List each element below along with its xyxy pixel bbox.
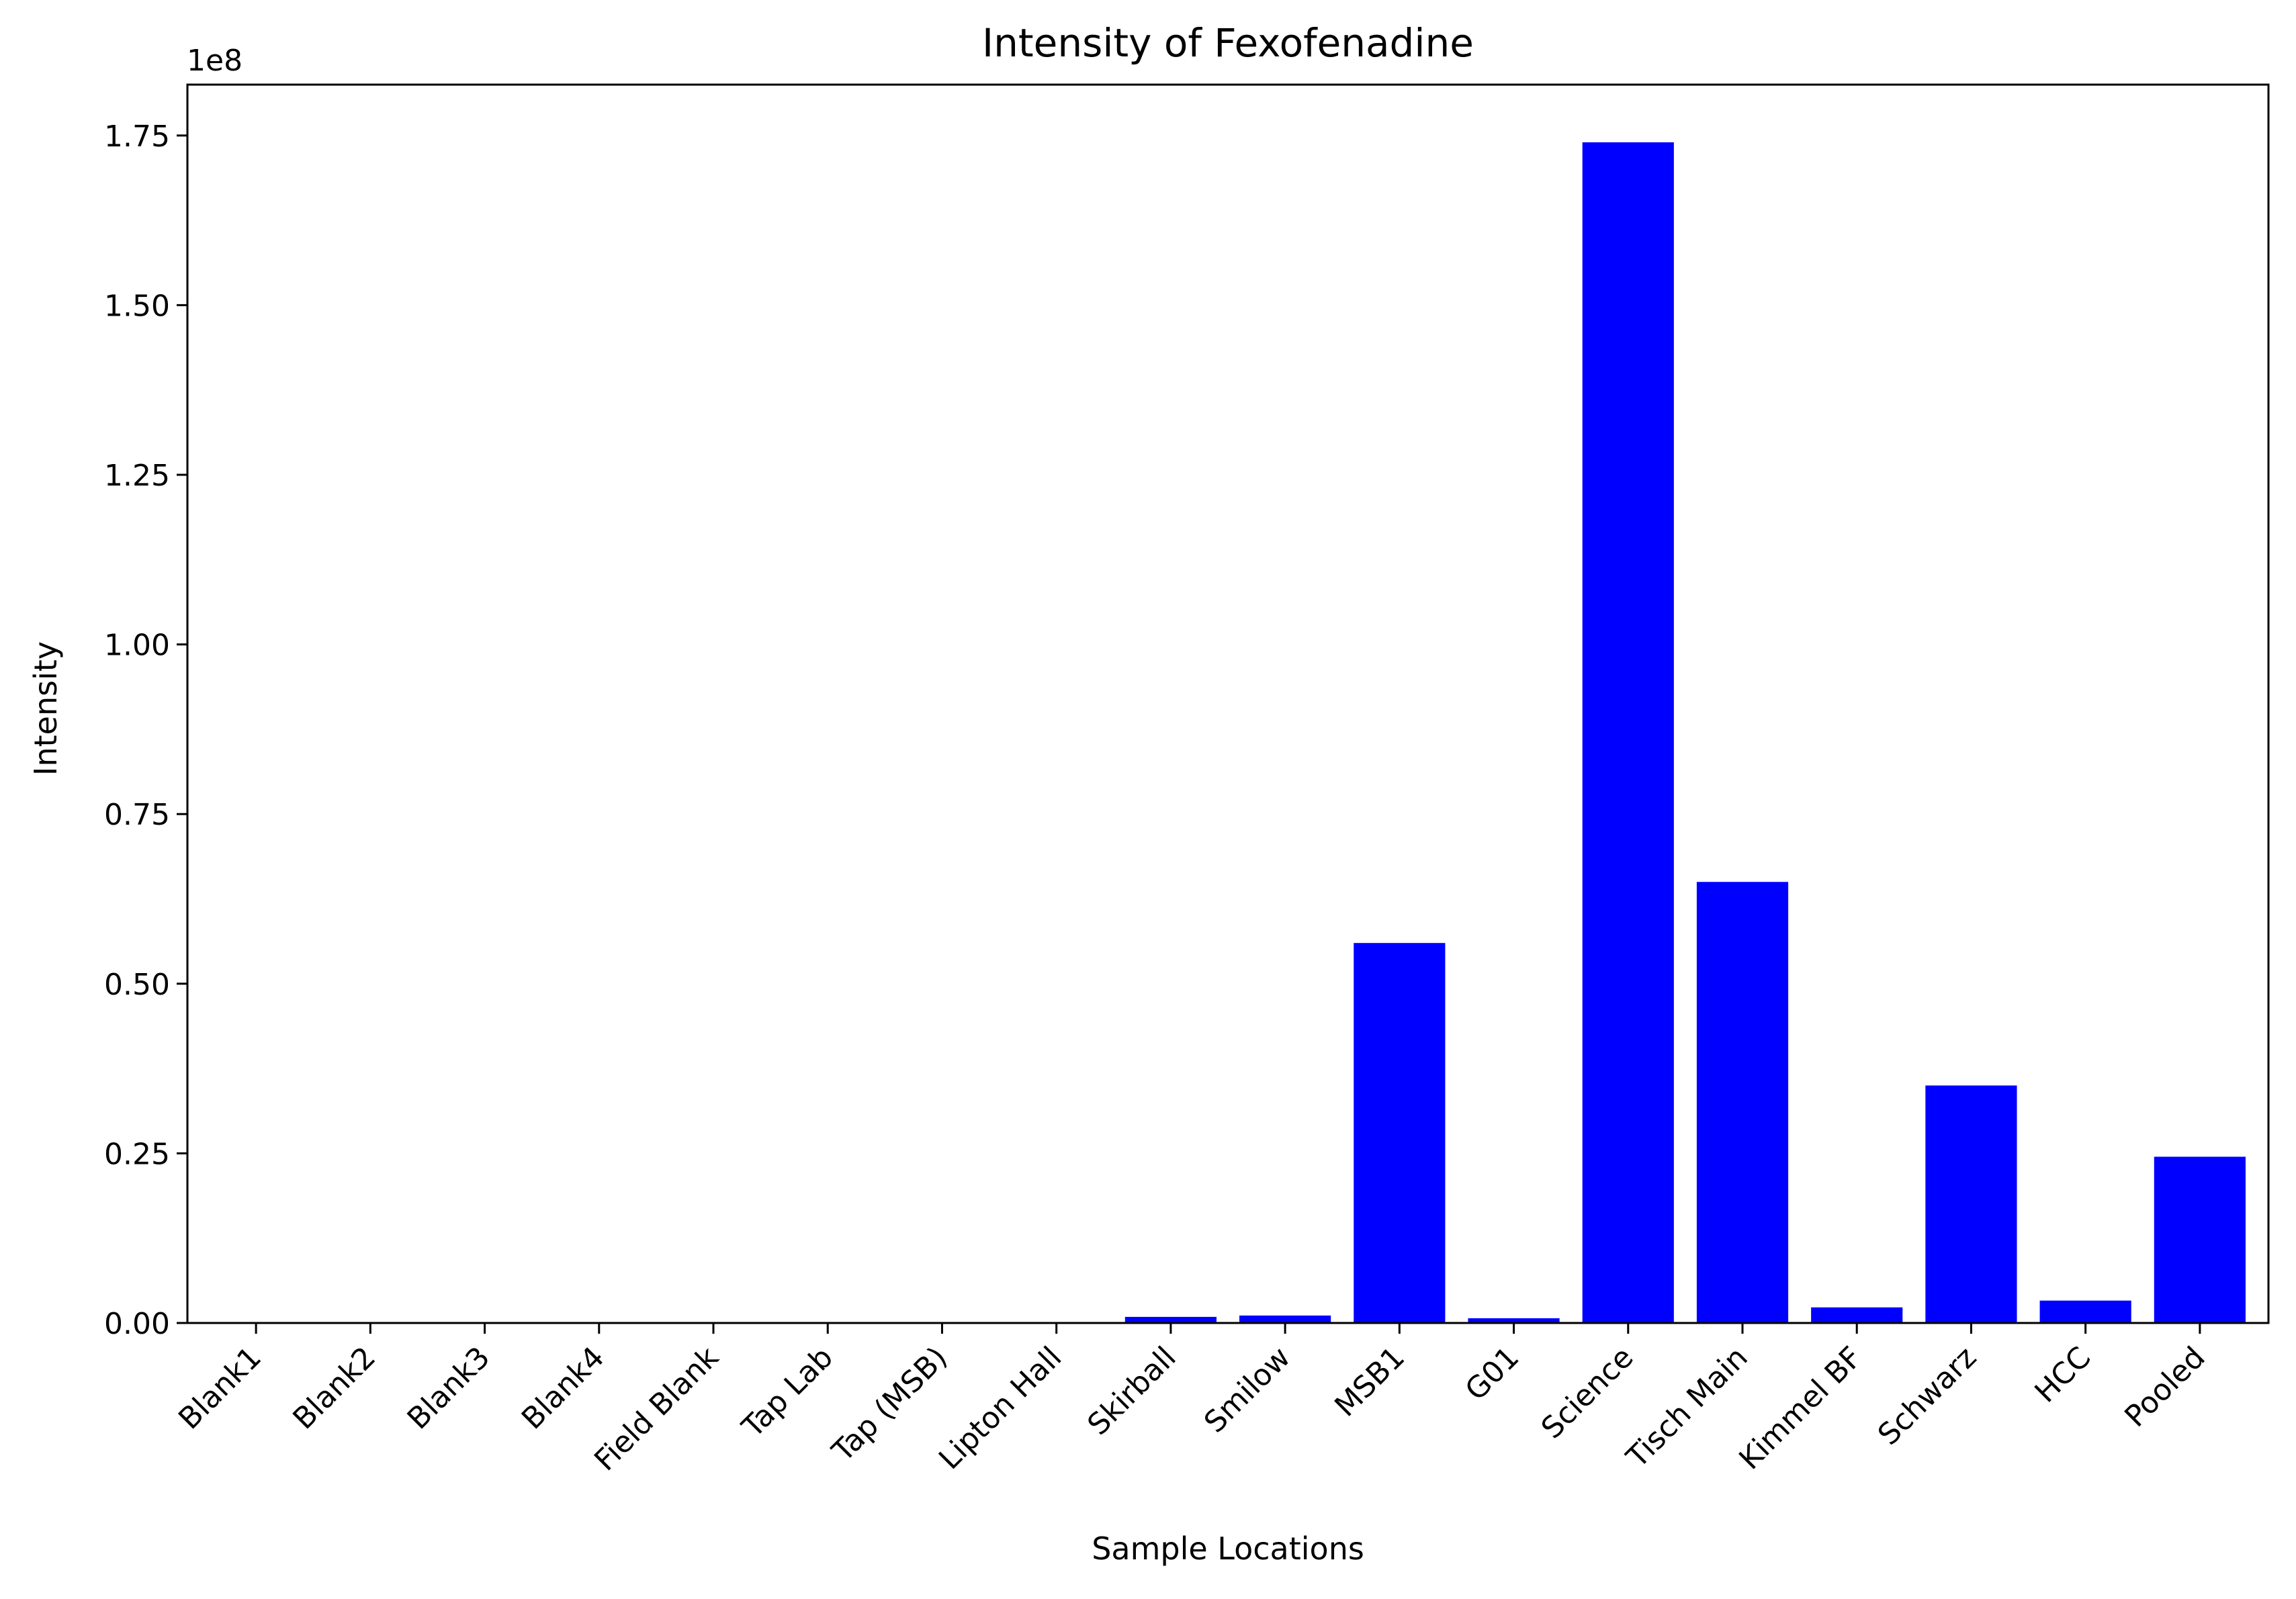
y-tick-label: 0.75 xyxy=(104,798,170,832)
bar-science xyxy=(1582,142,1674,1323)
bar-smilow xyxy=(1239,1315,1331,1323)
bar-g01 xyxy=(1468,1318,1560,1323)
plot-area-frame xyxy=(186,83,2270,1324)
bar-hcc xyxy=(2039,1300,2131,1323)
y-axis-offset-label: 1e8 xyxy=(187,44,242,78)
bar-msb1 xyxy=(1354,943,1446,1323)
chart-title: Intensity of Fexofenadine xyxy=(982,20,1474,66)
y-axis-ticks: 0.00 0.25 0.50 0.75 1.00 1.25 1.50 1.75 xyxy=(104,120,187,1341)
bar-tisch-main xyxy=(1696,882,1789,1323)
y-tick-label: 1.00 xyxy=(104,629,170,663)
y-tick-label: 1.50 xyxy=(104,289,170,323)
bar-pooled xyxy=(2154,1156,2246,1323)
y-tick-label: 0.00 xyxy=(104,1307,170,1341)
y-tick-label: 0.25 xyxy=(104,1137,170,1171)
bar-kimmel-bf xyxy=(1811,1307,1903,1323)
x-axis-label: Sample Locations xyxy=(1092,1531,1364,1567)
y-tick-label: 1.75 xyxy=(104,120,170,154)
y-tick-label: 1.25 xyxy=(104,459,170,493)
bars-layer xyxy=(1124,142,2246,1323)
bar-schwarz xyxy=(1925,1085,2017,1323)
y-axis-label: Intensity xyxy=(28,641,64,776)
y-tick-label: 0.50 xyxy=(104,968,170,1002)
bar-skirball xyxy=(1124,1316,1217,1323)
